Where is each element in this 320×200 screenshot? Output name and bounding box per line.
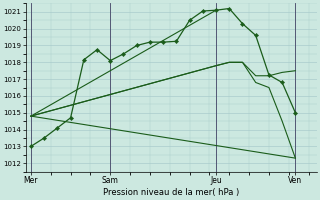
- X-axis label: Pression niveau de la mer( hPa ): Pression niveau de la mer( hPa ): [103, 188, 239, 197]
